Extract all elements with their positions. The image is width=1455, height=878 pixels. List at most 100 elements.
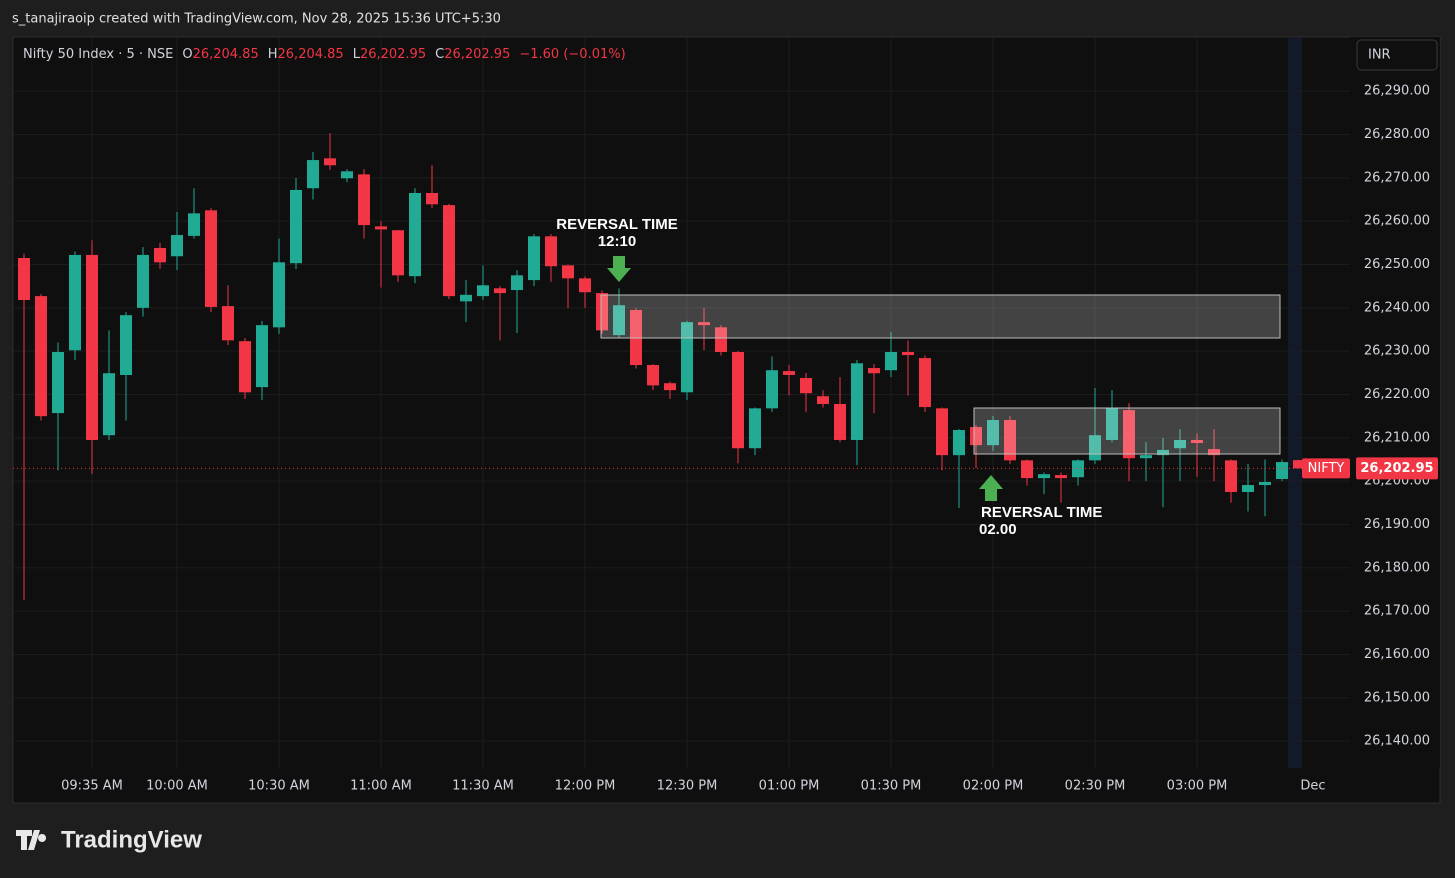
candle-body <box>511 275 523 291</box>
candle-body <box>256 325 268 388</box>
legend-item: 26,202.95 <box>444 47 510 62</box>
x-tick-label: 10:00 AM <box>146 779 208 794</box>
candle-body <box>1259 482 1271 486</box>
y-tick-label: 26,270.00 <box>1364 170 1430 185</box>
x-tick-label: 02:00 PM <box>963 779 1024 794</box>
annotation: REVERSAL TIME <box>556 216 677 233</box>
candle-body <box>69 254 81 351</box>
candle-body <box>681 322 693 393</box>
candle-body <box>800 378 812 394</box>
x-tick-label: 01:30 PM <box>861 779 922 794</box>
price-value-box <box>1356 457 1438 480</box>
zone-box <box>973 407 1281 455</box>
candle-body <box>613 305 625 336</box>
candle-body <box>188 213 200 236</box>
candle-body <box>902 352 914 356</box>
x-tick-label: 11:00 AM <box>350 779 412 794</box>
candle-body <box>953 430 965 456</box>
candle-body <box>596 293 608 331</box>
candle-body <box>477 285 489 297</box>
candle-body <box>579 278 591 293</box>
candle-body <box>885 352 897 371</box>
candle-body <box>86 254 98 440</box>
candle-body <box>1225 460 1237 492</box>
candle-body <box>868 368 880 374</box>
annotation: 12:10 <box>598 233 636 250</box>
annotation: REVERSAL TIME <box>981 504 1102 521</box>
candle-body <box>698 322 710 326</box>
candle-body <box>970 426 982 446</box>
y-tick-label: 26,160.00 <box>1364 647 1430 662</box>
legend-item: C <box>435 47 444 62</box>
candle-body <box>1123 410 1135 459</box>
zone-box <box>600 294 1281 339</box>
legend-item: 26,204.85 <box>278 47 344 62</box>
y-tick-label: 26,250.00 <box>1364 257 1430 272</box>
candle-body <box>562 265 574 279</box>
candle-body <box>103 373 115 436</box>
candle-body <box>239 341 251 393</box>
candle-body <box>341 171 353 179</box>
annotation: 02.00 <box>979 521 1017 538</box>
candle-body <box>1276 462 1288 479</box>
axis: 26,140.00 26,150.00 26,160.00 26,170.00 26,1… <box>61 84 1438 794</box>
x-tick-label: 03:00 PM <box>1167 779 1228 794</box>
y-tick-label: 26,290.00 <box>1364 84 1430 99</box>
price-name-box <box>1302 458 1350 479</box>
brand-logo <box>16 830 47 850</box>
candle-body <box>1191 439 1203 444</box>
y-tick-label: 26,280.00 <box>1364 127 1430 142</box>
y-tick-label: 26,180.00 <box>1364 560 1430 575</box>
candle-body <box>324 158 336 166</box>
y-tick-label: 26,190.00 <box>1364 517 1430 532</box>
candle-body <box>987 420 999 446</box>
candle-body <box>664 383 676 391</box>
currency-button[interactable] <box>1356 39 1438 71</box>
candle-body <box>1242 485 1254 492</box>
candle-body <box>817 396 829 405</box>
candle-body <box>1106 408 1118 440</box>
x-tick-label: 10:30 AM <box>248 779 310 794</box>
candle-body <box>1021 460 1033 479</box>
period-label: Dec <box>1300 779 1325 794</box>
candle-body <box>647 365 659 386</box>
x-tick-label: 11:30 AM <box>452 779 514 794</box>
price-value: 26,202.95 <box>1360 461 1433 476</box>
caption: s_tanajiraoip created with TradingView.c… <box>12 12 501 27</box>
candle-body <box>205 210 217 307</box>
candle-body <box>392 230 404 276</box>
chart-panel <box>12 36 1441 804</box>
candle-body <box>171 235 183 257</box>
candle-body <box>1038 474 1050 479</box>
candle-body <box>273 262 285 328</box>
price-name: NIFTY <box>1308 461 1345 476</box>
price-axis <box>1350 37 1440 768</box>
candle-body <box>1004 420 1016 461</box>
x-tick-label: 12:30 PM <box>657 779 718 794</box>
legend-item: H <box>268 47 278 62</box>
candle-body <box>851 363 863 440</box>
x-tick-label: 01:00 PM <box>759 779 820 794</box>
candle-body <box>545 236 557 267</box>
candle-body <box>528 236 540 281</box>
candle-body <box>749 408 761 449</box>
candle-body <box>1293 460 1305 469</box>
candle-body <box>290 189 302 264</box>
candle-body <box>426 192 438 205</box>
y-tick-label: 26,140.00 <box>1364 734 1430 749</box>
candle-body <box>18 257 30 301</box>
candle-body <box>783 371 795 375</box>
legend-item: Nifty 50 Index · 5 · NSE <box>23 47 173 62</box>
y-tick-label: 26,260.00 <box>1364 214 1430 229</box>
legend-item: 26,204.85 <box>193 47 259 62</box>
candle-body <box>409 192 421 277</box>
y-tick-label: 26,220.00 <box>1364 387 1430 402</box>
x-tick-label: 09:35 AM <box>61 779 123 794</box>
candle-body <box>358 174 370 226</box>
y-tick-label: 26,210.00 <box>1364 430 1430 445</box>
legend-item: −1.60 (−0.01%) <box>519 47 625 62</box>
arrow-up <box>979 475 1003 501</box>
candle-body <box>1157 449 1169 456</box>
currency-label[interactable]: INR <box>1368 48 1391 63</box>
